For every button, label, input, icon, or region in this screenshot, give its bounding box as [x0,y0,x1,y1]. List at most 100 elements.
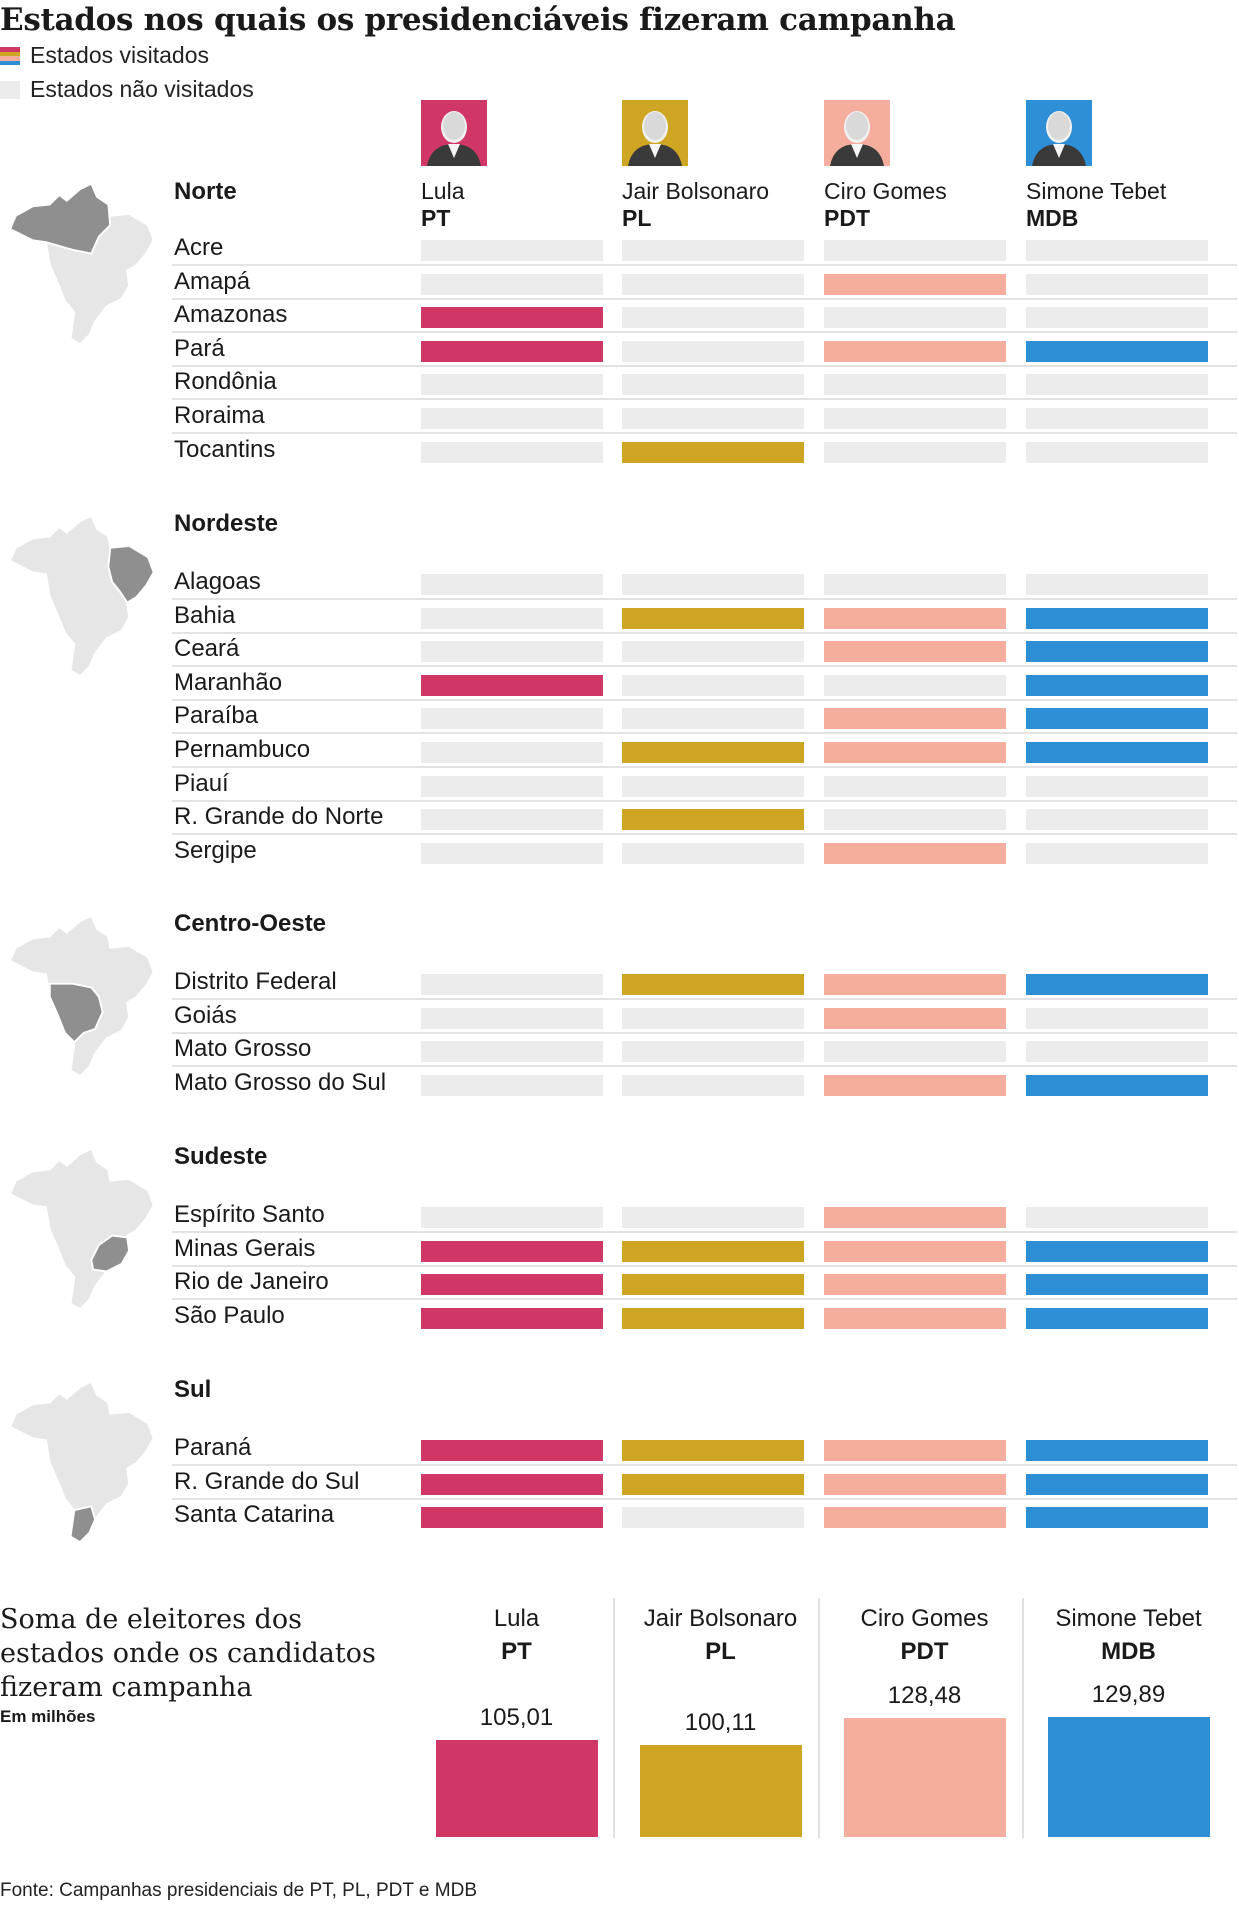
visit-cell [824,1240,1006,1262]
visit-cell [421,340,603,362]
state-name: Paraná [174,1434,252,1461]
visit-cell [824,742,1006,763]
state-name: Minas Gerais [174,1234,316,1262]
visit-cell [622,974,804,995]
visit-cell [421,775,603,797]
state-name: Mato Grosso [174,1035,312,1063]
source-note: Fonte: Campanhas presidenciais de PT, PL… [0,1880,477,1901]
visit-cell [824,1074,1006,1096]
visit-cell [1026,1240,1208,1262]
visit-cell [622,1274,804,1296]
visit-cell [622,408,804,429]
bar [640,1744,802,1837]
state-row: Goiás [172,1000,1237,1034]
bar-party-label: PDT [900,1638,949,1665]
state-name: Pernambuco [174,736,311,763]
candidate-name: Jair Bolsonaro [622,178,770,204]
state-name: Mato Grosso do Sul [174,1068,387,1096]
visit-cell [622,1440,804,1461]
column-separator [1022,1598,1024,1838]
visit-cell [421,842,603,864]
row-divider [172,1264,1237,1267]
visit-cell [824,641,1006,663]
visit-cell [824,809,1006,831]
visit-cell [824,441,1006,463]
visit-cell [622,1473,804,1495]
visit-cell [824,842,1006,864]
visit-cell [824,1507,1006,1529]
state-row: Rio de Janeiro [172,1266,1237,1301]
state-name: Piauí [174,769,229,797]
visit-cell [421,1240,603,1262]
visit-cell [1026,1074,1208,1096]
visit-cell [421,1274,603,1296]
visit-cell [421,674,603,696]
visit-cell [824,775,1006,797]
row-divider [172,1298,1237,1301]
row-divider [172,398,1237,401]
visit-cell [421,307,603,329]
state-name: Goiás [174,1001,237,1029]
visit-cell [622,441,804,463]
state-name: Bahia [174,601,236,629]
visit-cell [1026,742,1208,763]
brazil-map-icon [8,182,155,346]
state-name: Rio de Janeiro [174,1268,329,1296]
summary-title: Soma de eleitores dos estados onde os ca… [0,1604,376,1703]
state-row: Rondônia [172,366,1237,401]
candidate-party: PL [622,205,652,231]
bar-category-label: Simone Tebet [1055,1605,1202,1632]
visit-cell [1026,307,1208,329]
state-row: Espírito Santo [172,1199,1237,1233]
visit-cell [421,974,603,995]
candidate-name: Ciro Gomes [824,178,947,204]
visit-cell [824,1274,1006,1296]
state-name: Paraíba [174,702,259,730]
summary-unit: Em milhões [0,1707,96,1726]
state-row: Amapá [172,266,1237,300]
region-map [0,178,160,348]
region-name: Nordeste [174,510,279,537]
portrait-icon [1032,111,1086,166]
state-name: Santa Catarina [174,1501,335,1529]
visit-cell [622,1074,804,1096]
brazil-map-icon [8,1380,155,1544]
visit-cell [1026,1207,1208,1228]
visit-cell [421,240,603,261]
state-name: R. Grande do Norte [174,803,384,831]
row-divider [172,631,1237,634]
row-divider [172,766,1237,768]
visit-cell [1026,809,1208,831]
visit-cell [421,708,603,730]
visit-cell [622,1307,804,1329]
row-divider [172,799,1237,802]
visit-cell [824,340,1006,362]
state-name: Pará [174,334,225,362]
candidate-photo [421,100,487,166]
candidate-name: Lula [421,178,465,204]
visit-cell [622,775,804,797]
visit-cell [824,1207,1006,1228]
visit-cell [824,1440,1006,1461]
row-divider [172,998,1237,1000]
visit-cell [1026,775,1208,797]
state-row: Alagoas [172,566,1237,600]
legend-visited-swatch [0,47,20,65]
region-name: Norte [174,178,237,205]
visit-cell [622,1041,804,1063]
row-divider [172,331,1237,334]
row-divider [172,1031,1237,1034]
region-map [0,1143,160,1313]
visit-cell [421,574,603,595]
bar-party-label: PT [501,1638,532,1665]
region-name: Sul [174,1376,212,1403]
row-divider [172,1065,1237,1068]
region-map [0,510,160,680]
state-row: Maranhão [172,667,1237,701]
chart-title: Estados nos quais os presidenciáveis fiz… [0,2,956,38]
state-row: Pernambuco [172,734,1237,768]
state-row: Paraíba [172,700,1237,735]
bar-category-label: Ciro Gomes [860,1605,989,1632]
bar-party-label: MDB [1101,1638,1156,1665]
visit-cell [1026,441,1208,463]
